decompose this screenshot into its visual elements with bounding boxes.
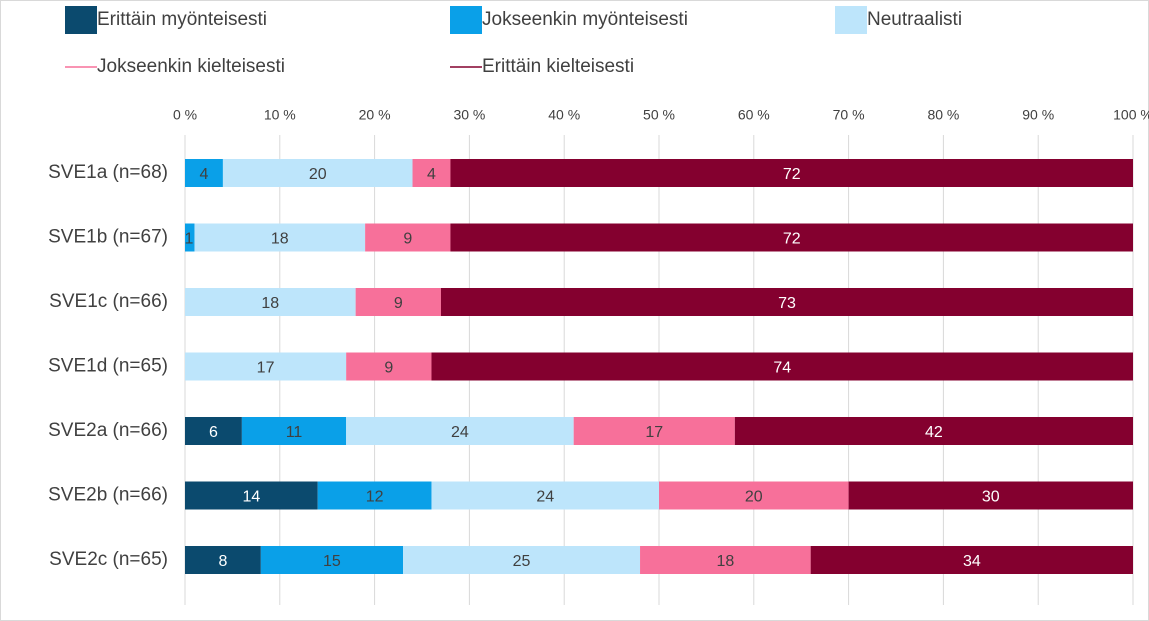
bar-segment (431, 352, 1134, 381)
data-label: 18 (271, 231, 289, 248)
category-label: SVE1a (n=68) (48, 162, 168, 183)
x-tick-label: 10 % (264, 107, 296, 123)
data-label: 72 (783, 231, 801, 248)
bar-segment (185, 417, 242, 445)
data-label: 17 (645, 424, 663, 441)
bar-segment (260, 546, 404, 574)
data-label: 12 (366, 489, 384, 506)
bar-segment (848, 481, 1133, 510)
x-tick-label: 100 % (1113, 107, 1149, 123)
legend-label: Erittäin myönteisesti (97, 9, 267, 30)
legend-label: Neutraalisti (867, 9, 962, 30)
legend-label: Jokseenkin myönteisesti (482, 9, 688, 30)
bar-segment (640, 546, 811, 574)
data-label: 74 (773, 360, 791, 377)
bar-segment (185, 159, 223, 187)
bar-segment (194, 223, 366, 252)
legend-swatch (65, 6, 97, 34)
bar-segment (734, 417, 1133, 445)
x-tick-label: 40 % (548, 107, 580, 123)
x-tick-label: 50 % (643, 107, 675, 123)
category-label: SVE1c (n=66) (49, 291, 168, 312)
data-label: 9 (403, 231, 412, 248)
bar-segment (346, 417, 574, 445)
bar-segment (403, 546, 641, 574)
bar-segment (185, 288, 356, 316)
bar-segment (346, 352, 432, 381)
data-label: 18 (716, 553, 734, 570)
category-label: SVE1d (n=65) (48, 356, 168, 377)
bar-segment (185, 352, 347, 381)
data-label: 30 (982, 489, 1000, 506)
data-label: 9 (394, 295, 403, 312)
bar-segment (412, 159, 451, 187)
data-label: 8 (218, 553, 227, 570)
data-label: 25 (513, 553, 531, 570)
data-label: 42 (925, 424, 943, 441)
bar-segment (450, 159, 1133, 187)
data-label: 20 (309, 166, 327, 183)
category-label: SVE2c (n=65) (49, 549, 168, 570)
data-label: 17 (257, 360, 275, 377)
bar-segment (317, 481, 432, 510)
bar-segment (185, 481, 318, 510)
x-tick-label: 90 % (1022, 107, 1054, 123)
category-label: SVE1b (n=67) (48, 227, 168, 248)
bar-segment (659, 481, 849, 510)
legend-swatch (835, 6, 867, 34)
data-label: 1 (185, 231, 194, 248)
bar-segment (450, 223, 1133, 252)
data-label: 24 (536, 489, 554, 506)
data-label: 14 (242, 489, 260, 506)
x-tick-label: 0 % (173, 107, 197, 123)
data-label: 11 (286, 424, 303, 441)
data-label: 6 (209, 424, 218, 441)
data-label: 9 (384, 360, 393, 377)
data-label: 4 (427, 166, 436, 183)
x-tick-label: 20 % (359, 107, 391, 123)
bar-segment (431, 481, 659, 510)
x-tick-label: 70 % (833, 107, 865, 123)
legend-label: Jokseenkin kielteisesti (97, 56, 285, 77)
category-label: SVE2b (n=66) (48, 485, 168, 506)
data-label: 20 (745, 489, 763, 506)
data-label: 15 (323, 553, 341, 570)
data-label: 72 (783, 166, 801, 183)
bar-segment (810, 546, 1133, 574)
x-tick-label: 30 % (453, 107, 485, 123)
x-tick-label: 60 % (738, 107, 770, 123)
data-label: 34 (963, 553, 981, 570)
bar-segment (365, 223, 451, 252)
x-tick-label: 80 % (927, 107, 959, 123)
data-label: 18 (261, 295, 279, 312)
data-label: 24 (451, 424, 469, 441)
legend-swatch (450, 6, 482, 34)
bar-segment (440, 288, 1134, 316)
data-label: 73 (778, 295, 796, 312)
data-label: 4 (200, 166, 209, 183)
bar-segment (185, 223, 195, 252)
bar-segment (573, 417, 735, 445)
category-label: SVE2a (n=66) (48, 420, 168, 441)
bar-segment (241, 417, 347, 445)
bar-segment (355, 288, 441, 316)
bar-segment (222, 159, 413, 187)
bar-segment (185, 546, 261, 574)
legend-label: Erittäin kielteisesti (482, 56, 634, 77)
